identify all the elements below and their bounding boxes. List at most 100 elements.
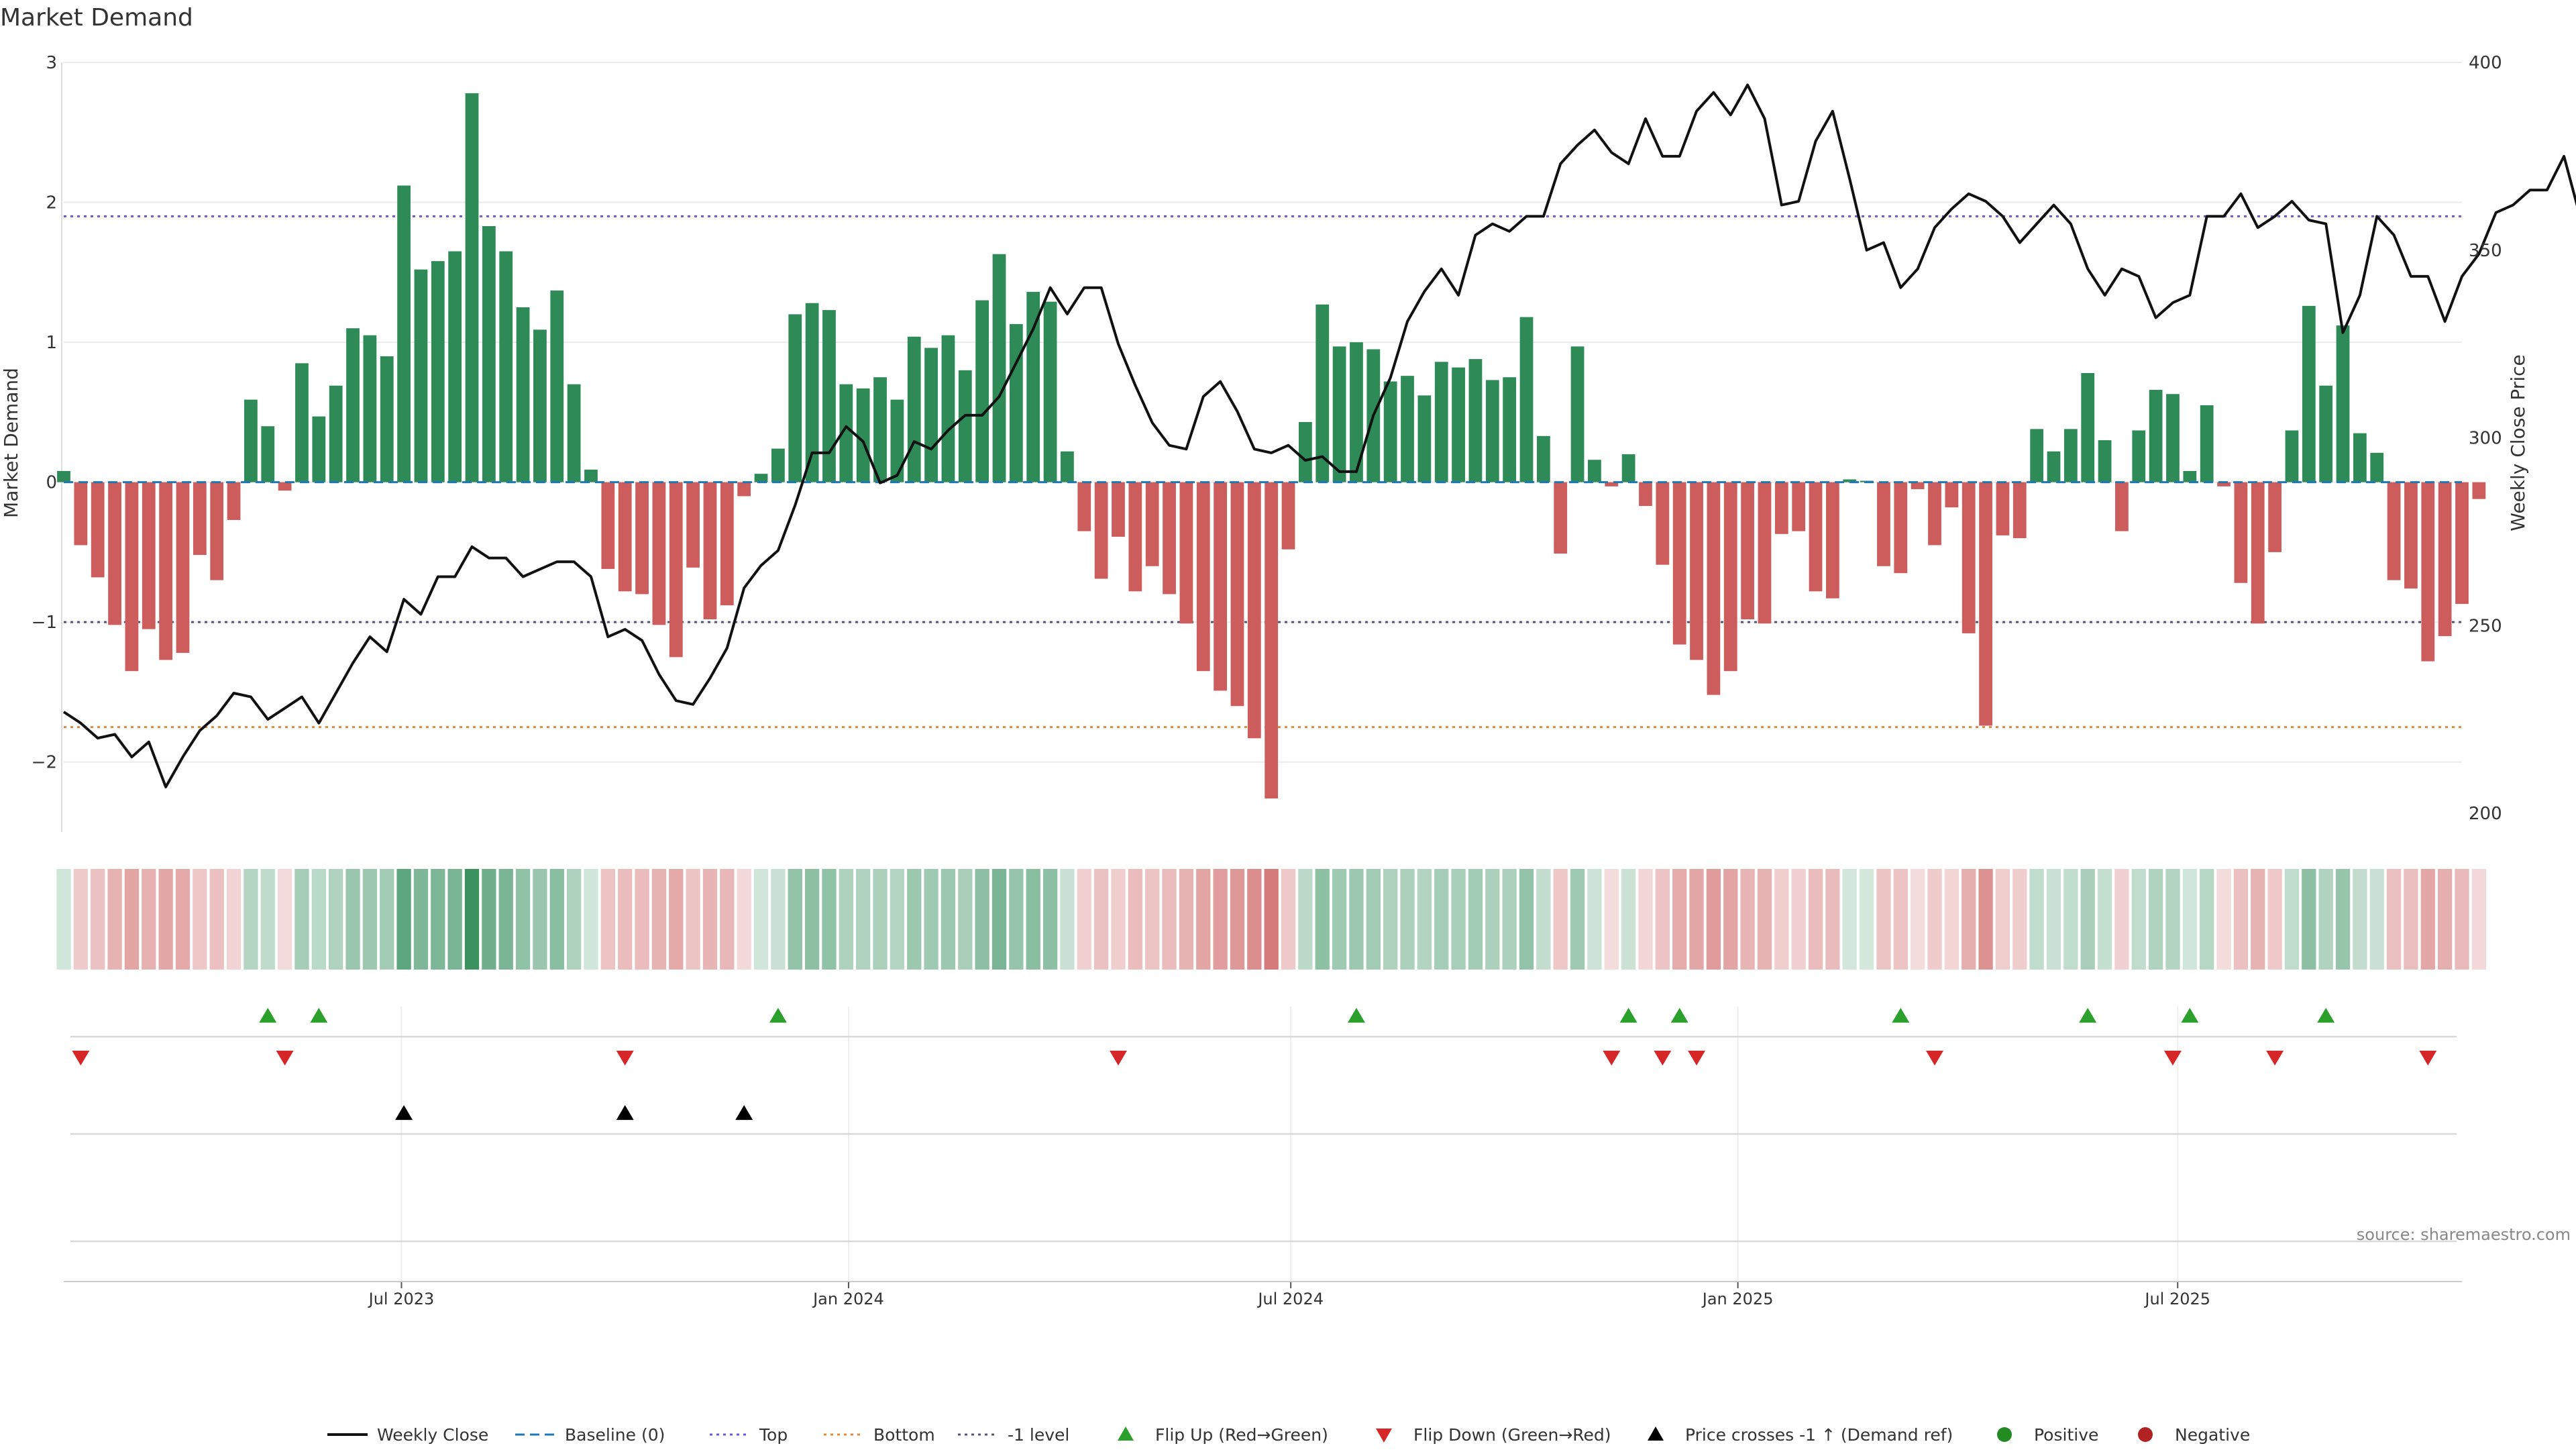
- heat-cell: [2335, 869, 2351, 970]
- heat-cell: [1145, 869, 1160, 970]
- heat-cell: [839, 869, 853, 970]
- heat-cell: [2114, 869, 2129, 970]
- heat-cell: [142, 869, 156, 970]
- demand-bar: [652, 482, 666, 625]
- demand-bar: [1230, 482, 1244, 707]
- demand-bar: [1996, 482, 2010, 535]
- heat-cell: [56, 869, 71, 970]
- heat-cell: [2318, 869, 2333, 970]
- demand-heat-strip: [56, 869, 2487, 970]
- heat-cell: [1536, 869, 1551, 970]
- heat-cell: [907, 869, 922, 970]
- demand-bar: [482, 225, 496, 482]
- demand-bar: [1434, 362, 1448, 482]
- demand-bar: [1112, 482, 1125, 537]
- legend-cross-label: Price crosses -1 ↑ (Demand ref): [1685, 1425, 1953, 1445]
- heat-cell: [158, 869, 173, 970]
- demand-bar: [2285, 430, 2299, 482]
- heat-cell: [1366, 869, 1381, 970]
- heat-cell: [2404, 869, 2418, 970]
- heat-cell: [924, 869, 938, 970]
- heat-cell: [1434, 869, 1449, 970]
- heat-cell: [1757, 869, 1772, 970]
- legend-top-label: Top: [759, 1425, 788, 1445]
- legend-flip-down-label: Flip Down (Green→Red): [1413, 1425, 1611, 1445]
- demand-bar: [1247, 482, 1261, 739]
- legend-cross-swatch: [1648, 1427, 1664, 1441]
- event-marker-rows: Jul 2023 Jan 2024 Jul 2024 Jan 2025 Jul 2025: [64, 1006, 2462, 1308]
- heat-cell: [1689, 869, 1704, 970]
- heat-cell: [1332, 869, 1347, 970]
- demand-bar: [1979, 482, 1992, 726]
- demand-bar: [227, 482, 241, 520]
- heat-cell: [1962, 869, 1976, 970]
- demand-bar: [1605, 482, 1619, 486]
- demand-bar: [1179, 482, 1193, 624]
- x-tick-label: Jan 2024: [812, 1290, 884, 1308]
- heat-cell: [1383, 869, 1398, 970]
- heat-cell: [2131, 869, 2146, 970]
- demand-bar: [2149, 389, 2163, 482]
- price-cross-marker: [395, 1105, 413, 1121]
- heat-cell: [1060, 869, 1075, 970]
- demand-bar: [2234, 482, 2248, 583]
- heat-cell: [329, 869, 343, 970]
- heat-cell: [1315, 869, 1330, 970]
- heat-cell: [1026, 869, 1040, 970]
- demand-bar: [1672, 482, 1686, 645]
- demand-bar: [2404, 482, 2418, 589]
- heat-cell: [362, 869, 378, 970]
- price-line-group: [62, 83, 2576, 788]
- legend-negative-swatch: [2138, 1427, 2153, 1442]
- heat-cell: [737, 869, 751, 970]
- demand-bar: [2268, 482, 2282, 552]
- demand-bar: [1094, 482, 1108, 579]
- flip-down-marker: [616, 1050, 634, 1066]
- chart-title: Market Demand: [0, 4, 193, 32]
- heat-cell: [482, 869, 496, 970]
- flip-down-marker: [1654, 1050, 1672, 1066]
- demand-bar: [329, 385, 343, 482]
- heat-cell: [2182, 869, 2197, 970]
- demand-bar: [2217, 482, 2231, 486]
- heat-cell: [2063, 869, 2078, 970]
- demand-bar: [2115, 482, 2129, 531]
- demand-bar: [159, 482, 173, 660]
- demand-bar: [2251, 482, 2265, 624]
- heat-cell: [91, 869, 105, 970]
- heat-cell: [294, 869, 309, 970]
- heat-cell: [822, 869, 837, 970]
- demand-bar: [924, 348, 938, 482]
- x-tick-label: Jul 2023: [368, 1290, 435, 1308]
- heat-cell: [1740, 869, 1755, 970]
- demand-bar: [1570, 346, 1585, 482]
- heat-cell: [1077, 869, 1091, 970]
- price-cross-marker: [735, 1105, 753, 1121]
- heat-cell: [1213, 869, 1228, 970]
- demand-bar: [1825, 482, 1839, 599]
- demand-bar: [108, 482, 121, 625]
- legend: Weekly Close Baseline (0) Top Bottom -1 leve…: [327, 1425, 2250, 1445]
- heat-cell: [1995, 869, 2010, 970]
- flip-up-marker: [2079, 1008, 2097, 1023]
- heat-cell: [2012, 869, 2027, 970]
- left-axis-label: Market Demand: [0, 368, 22, 518]
- heat-cell: [1417, 869, 1432, 970]
- left-tick-label: 1: [46, 333, 57, 353]
- demand-bar: [2081, 372, 2095, 482]
- heat-cell: [1298, 869, 1313, 970]
- heat-cell: [1587, 869, 1602, 970]
- heat-cell: [1111, 869, 1126, 970]
- flip-down-marker: [1603, 1050, 1621, 1066]
- heat-cell: [447, 869, 462, 970]
- demand-bar: [1417, 395, 1432, 482]
- demand-bar: [1009, 323, 1023, 482]
- heat-cell: [1264, 869, 1279, 970]
- heat-cell: [1502, 869, 1517, 970]
- demand-bar: [1214, 482, 1228, 691]
- heat-cell: [498, 869, 513, 970]
- demand-bar: [618, 482, 632, 592]
- demand-bar: [1452, 367, 1465, 482]
- heat-cell: [345, 869, 360, 970]
- demand-bar: [193, 482, 207, 556]
